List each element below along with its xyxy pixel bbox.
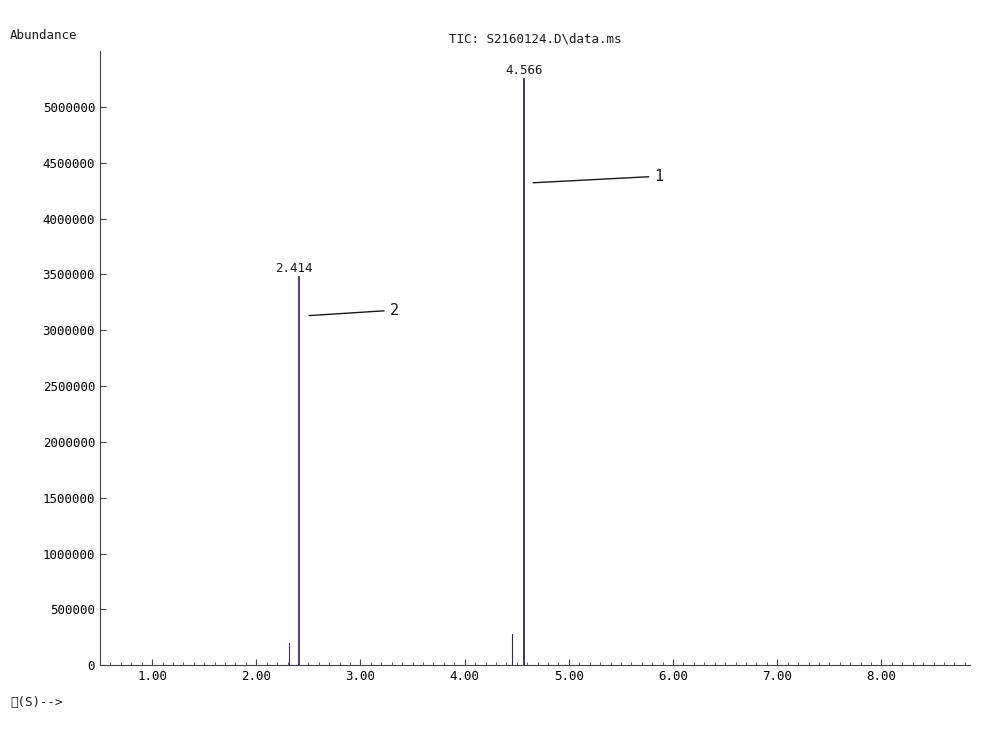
- Text: 4.566: 4.566: [505, 64, 542, 77]
- Text: 时(S)-->: 时(S)-->: [10, 696, 62, 709]
- Text: 2.414: 2.414: [275, 262, 313, 275]
- Text: 1: 1: [533, 169, 663, 183]
- Text: Abundance: Abundance: [10, 29, 78, 42]
- Text: TIC: S2160124.D\data.ms: TIC: S2160124.D\data.ms: [449, 32, 621, 45]
- Text: 2: 2: [309, 303, 399, 318]
